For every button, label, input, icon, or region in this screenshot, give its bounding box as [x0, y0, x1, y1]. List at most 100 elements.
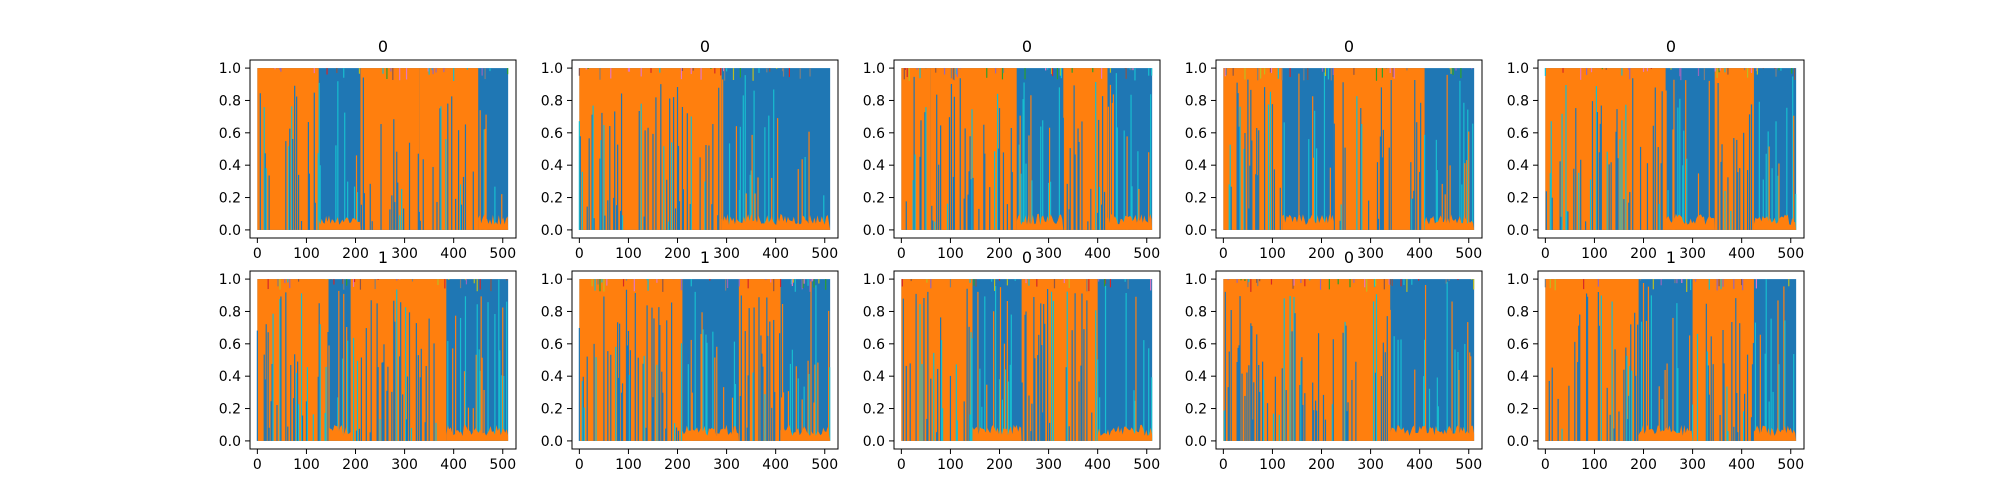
subplot-title: 0: [700, 37, 710, 56]
series-trace: [446, 425, 509, 441]
y-tick-label: 1.0: [541, 61, 563, 77]
x-tick-label: 300: [1679, 246, 1706, 262]
plot-area: [578, 279, 831, 441]
x-tick-label: 200: [986, 246, 1013, 262]
series-band: [1333, 68, 1425, 230]
subplot-3: 0 100 200 300 400 500 0.0 0.2 0.4 0.6 0.8 1.0 0: [863, 37, 1161, 262]
x-tick-label: 400: [1084, 457, 1111, 473]
x-tick-label: 400: [762, 457, 789, 473]
x-tick-label: 500: [1133, 246, 1160, 262]
y-tick-label: 0.0: [1185, 434, 1207, 450]
series-trace: [1638, 424, 1693, 441]
y-tick-label: 0.0: [863, 223, 885, 239]
series-band: [419, 68, 479, 230]
x-tick-label: 300: [1035, 246, 1062, 262]
y-tick-label: 0.4: [219, 369, 241, 385]
y-tick-label: 1.0: [863, 61, 885, 77]
x-tick-label: 200: [664, 457, 691, 473]
x-tick-label: 300: [391, 457, 418, 473]
series-trace: [1665, 213, 1715, 230]
series-trace: [1424, 214, 1475, 230]
axes-frame: [571, 270, 839, 450]
y-tick-label: 0.8: [1507, 304, 1529, 320]
y-tick-label: 0.0: [541, 434, 563, 450]
y-tick-label: 0.2: [1185, 402, 1207, 418]
x-tick-label: 100: [1581, 246, 1608, 262]
y-tick-label: 0.2: [541, 191, 563, 207]
x-tick-label: 400: [1728, 457, 1755, 473]
y-tick-label: 0.2: [863, 191, 885, 207]
y-tick-label: 0.6: [863, 337, 885, 353]
x-tick-label: 200: [342, 457, 369, 473]
x-tick-label: 0: [253, 457, 262, 473]
x-tick-label: 0: [897, 457, 906, 473]
y-tick-label: 0.6: [219, 337, 241, 353]
x-tick-label: 200: [1308, 246, 1335, 262]
x-tick-label: 0: [1541, 457, 1550, 473]
y-tick-label: 0.6: [541, 337, 563, 353]
subplot-8: 0 100 200 300 400 500 0.0 0.2 0.4 0.6 0.8 1.0 0: [863, 248, 1161, 473]
y-tick-label: 0.4: [863, 369, 885, 385]
x-tick-label: 500: [1777, 246, 1804, 262]
x-tick-label: 100: [937, 457, 964, 473]
axes-frame: [893, 270, 1161, 450]
plot-area: [1223, 279, 1475, 441]
y-tick-label: 0.4: [541, 369, 563, 385]
y-tick-label: 0.4: [1185, 369, 1207, 385]
axes-frame: [249, 59, 517, 239]
x-tick-label: 200: [1308, 457, 1335, 473]
y-tick-label: 0.0: [219, 223, 241, 239]
x-tick-label: 100: [1259, 457, 1286, 473]
plot-area: [578, 68, 831, 230]
series-band: [360, 68, 420, 230]
x-tick-label: 500: [1455, 246, 1482, 262]
axes-frame: [249, 270, 517, 450]
x-tick-label: 100: [1259, 246, 1286, 262]
x-tick-label: 400: [1406, 457, 1433, 473]
axes-frame: [1215, 59, 1483, 239]
series-trace: [318, 215, 361, 230]
subplot-2: 0 100 200 300 400 500 0.0 0.2 0.4 0.6 0.8 1.0 0: [541, 37, 839, 262]
y-tick-label: 0.2: [1185, 191, 1207, 207]
subplot-title: 0: [1022, 37, 1032, 56]
y-tick-label: 0.8: [219, 93, 241, 109]
series-band: [1021, 279, 1098, 441]
x-tick-label: 100: [937, 246, 964, 262]
plot-area: [1544, 68, 1797, 230]
plot-area: [1544, 279, 1797, 441]
x-tick-label: 500: [811, 246, 838, 262]
series-trace: [1097, 424, 1153, 441]
y-tick-label: 0.4: [541, 158, 563, 174]
y-tick-label: 0.6: [1185, 126, 1207, 142]
x-tick-label: 200: [1630, 246, 1657, 262]
x-tick-label: 200: [986, 457, 1013, 473]
x-tick-label: 300: [1035, 457, 1062, 473]
subplot-title: 0: [378, 37, 388, 56]
y-tick-label: 1.0: [863, 272, 885, 288]
x-tick-label: 500: [811, 457, 838, 473]
x-tick-label: 200: [664, 246, 691, 262]
y-tick-label: 1.0: [1185, 272, 1207, 288]
y-tick-label: 0.8: [541, 93, 563, 109]
x-tick-label: 200: [1630, 457, 1657, 473]
series-band: [930, 68, 1017, 230]
subplot-title: 0: [1344, 37, 1354, 56]
x-tick-label: 100: [293, 457, 320, 473]
series-trace: [1753, 425, 1797, 441]
x-tick-label: 400: [1406, 246, 1433, 262]
y-tick-label: 0.8: [1507, 93, 1529, 109]
series-trace: [328, 424, 351, 441]
subplot-5: 0 100 200 300 400 500 0.0 0.2 0.4 0.6 0.8 1.0 0: [1507, 37, 1805, 262]
x-tick-label: 300: [1679, 457, 1706, 473]
y-tick-label: 0.0: [863, 434, 885, 450]
x-tick-label: 400: [1084, 246, 1111, 262]
plot-area: [901, 68, 1153, 230]
axes-frame: [571, 59, 839, 239]
y-tick-label: 0.2: [219, 402, 241, 418]
series-trace: [478, 214, 509, 230]
y-tick-label: 0.0: [1185, 223, 1207, 239]
y-tick-label: 0.6: [1507, 126, 1529, 142]
x-tick-label: 100: [293, 246, 320, 262]
y-tick-label: 1.0: [219, 272, 241, 288]
y-tick-label: 0.2: [1507, 191, 1529, 207]
